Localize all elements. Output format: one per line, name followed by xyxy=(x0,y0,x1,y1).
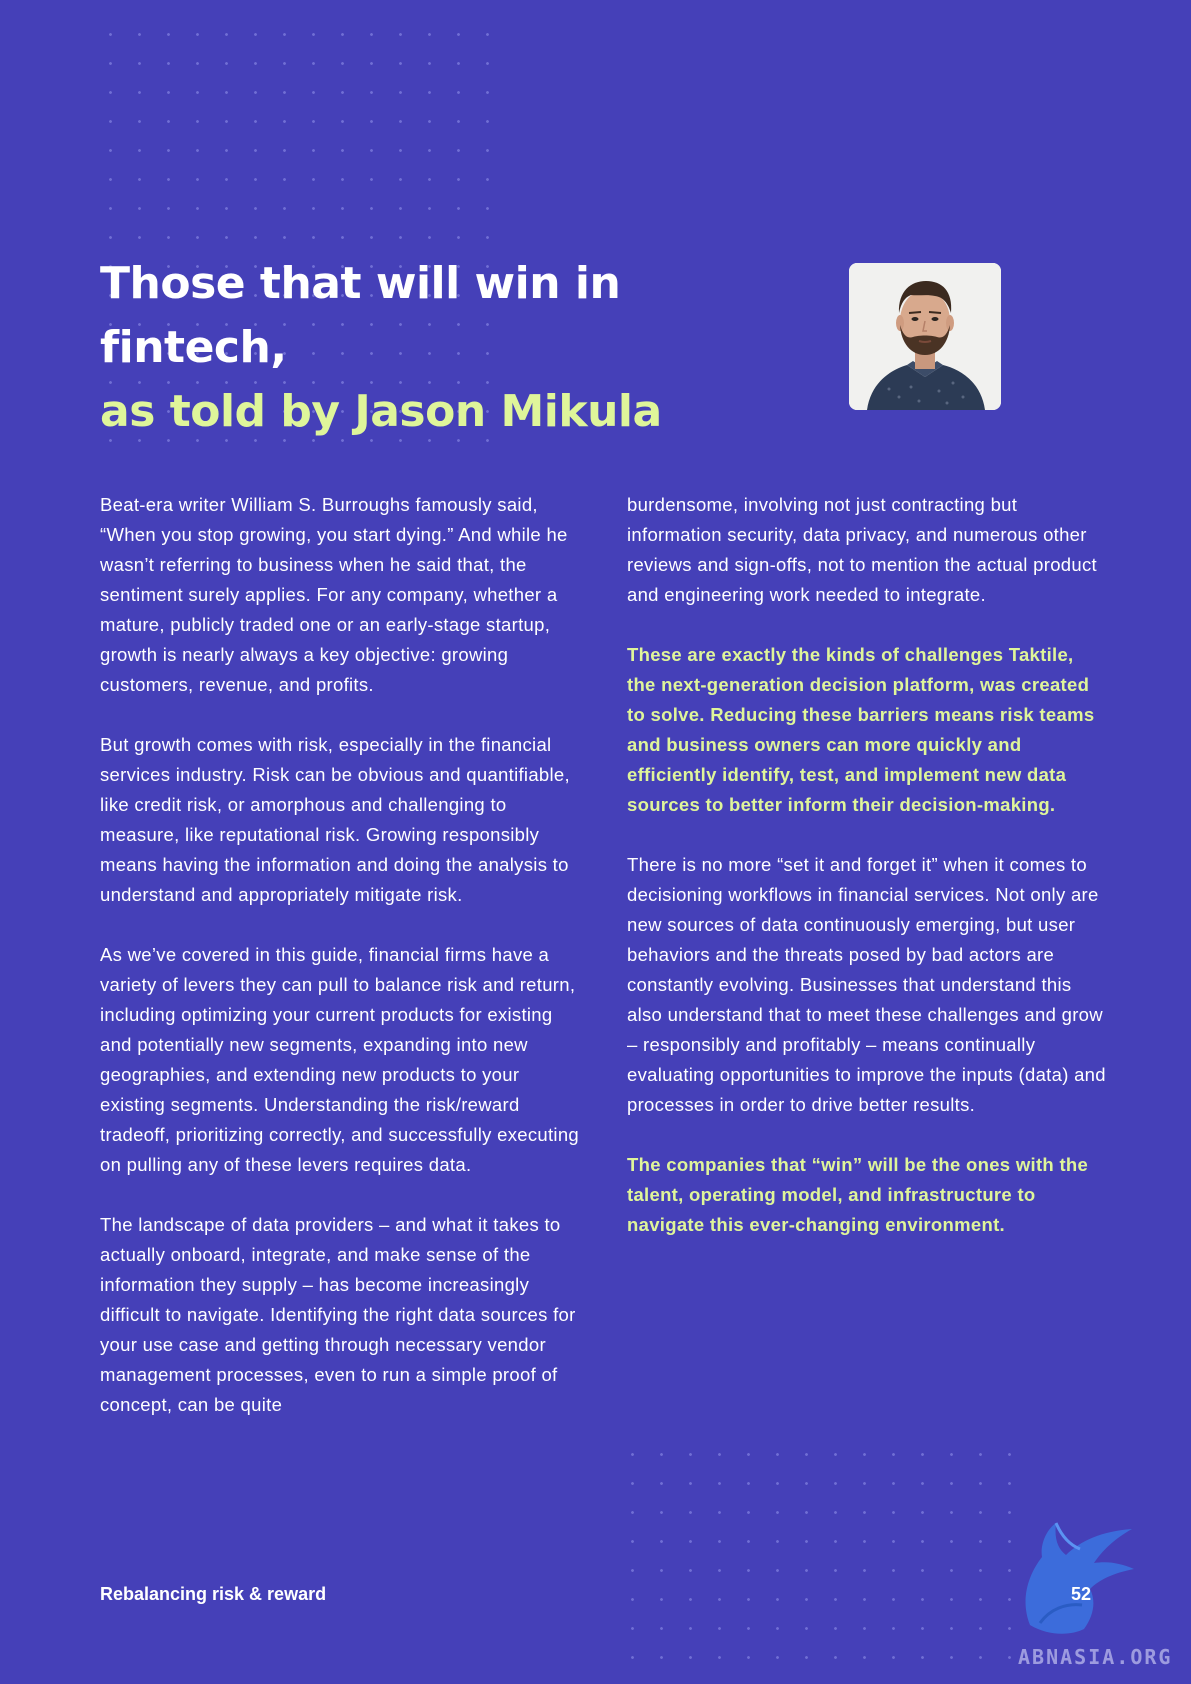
body-paragraph: But growth comes with risk, especially i… xyxy=(100,734,570,905)
portrait-photo xyxy=(849,263,1001,410)
left-column: Beat-era writer William S. Burroughs fam… xyxy=(100,490,580,1450)
watermark-text: ABNASIA.ORG xyxy=(1018,1645,1173,1669)
body-paragraph: As we’ve covered in this guide, financia… xyxy=(100,944,579,1175)
body-paragraph: Beat-era writer William S. Burroughs fam… xyxy=(100,494,568,695)
highlight-paragraph: These are exactly the kinds of challenge… xyxy=(627,644,1095,815)
dot-grid-decoration xyxy=(618,1440,1028,1670)
page-title: Those that will win in fintech, as told … xyxy=(100,252,820,444)
body-paragraph: burdensome, involving not just contracti… xyxy=(627,494,1097,605)
portrait-illustration xyxy=(849,263,1001,410)
dot-grid-decoration xyxy=(96,20,496,450)
right-column: burdensome, involving not just contracti… xyxy=(627,490,1107,1270)
body-paragraph: There is no more “set it and forget it” … xyxy=(627,854,1106,1115)
page-number: 52 xyxy=(1071,1584,1092,1604)
title-line-1: Those that will win in fintech, xyxy=(100,258,621,373)
body-paragraph: The landscape of data providers – and wh… xyxy=(100,1214,576,1415)
watermark-bird-icon xyxy=(1025,1522,1134,1634)
footer-section-title: Rebalancing risk & reward xyxy=(100,1584,327,1604)
highlight-paragraph: The companies that “win” will be the one… xyxy=(627,1154,1089,1235)
title-line-2: as told by Jason Mikula xyxy=(100,386,662,437)
